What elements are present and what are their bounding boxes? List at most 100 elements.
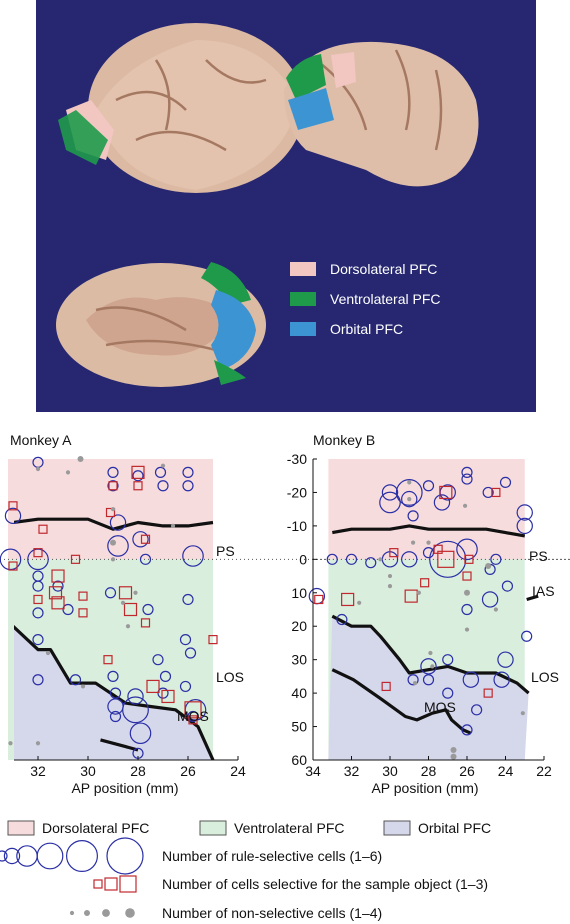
sample-selective-marker: [439, 485, 453, 500]
non-selective-marker: [407, 497, 412, 502]
region-legend: Dorsolateral PFC Ventrolateral PFC Orbital…: [7, 820, 491, 836]
rule-selective-marker: [187, 710, 199, 723]
non-selective-marker: [35, 466, 41, 472]
non-selective-marker: [133, 590, 138, 595]
rule-selective-marker: [157, 687, 169, 699]
rule-selective-marker: [422, 480, 435, 492]
x-tick-label: 32: [30, 763, 46, 779]
sample-selective-marker: [464, 554, 474, 564]
rule-selective-marker: [107, 466, 119, 478]
y-tick-label: 30: [291, 652, 307, 668]
sulcus-ps: [332, 524, 526, 538]
sulcus-los: [331, 614, 530, 695]
x-tick-label: 24: [498, 763, 514, 779]
legend-nonselective-marker: [84, 910, 90, 916]
rule-selective-marker: [109, 687, 122, 699]
region-legend-swatch: [7, 820, 35, 836]
sulcus-label-los: LOS: [216, 669, 244, 685]
non-selective-marker: [430, 664, 435, 669]
rule-selective-marker: [182, 466, 194, 478]
rule-selective-marker: [109, 514, 127, 531]
rule-selective-marker: [308, 587, 326, 605]
chart-panel-monkey-a: 34 32 30 28 26 24 Monkey A AP position (mm) PS LO…: [0, 432, 570, 796]
legend-swatch-ventrolateral: [290, 292, 316, 306]
non-selective-marker: [8, 741, 13, 746]
legend-nonselective-marker: [125, 908, 135, 918]
rule-selective-marker: [52, 580, 64, 592]
non-selective-marker: [110, 539, 116, 546]
rule-selective-marker: [401, 551, 418, 568]
rule-selective-marker: [32, 674, 44, 686]
rule-selective-marker: [336, 613, 348, 626]
rule-selective-marker: [179, 680, 192, 693]
sulcus-ias: [526, 594, 539, 602]
x-tick-label: 26: [180, 763, 196, 779]
region-dorsolateral: [328, 459, 525, 560]
brain-illustration-panel: Dorsolateral PFC Ventrolateral PFC Orbit…: [36, 0, 536, 412]
chart-panel-monkey-b: 34 32 30 28 26 24 22 -30 -20 -10 0 10 20 30 40 50 60 Monk…: [287, 432, 570, 796]
rule-selective-marker: [109, 710, 122, 723]
rule-selective-marker: [433, 494, 451, 511]
sample-selective-marker: [341, 592, 355, 607]
y-tick-label: 20: [291, 618, 307, 634]
x-tick-label: 32: [344, 763, 360, 779]
y-tick-label: -20: [287, 484, 307, 500]
sulcus-label-mos: MOS: [424, 699, 456, 715]
non-selective-marker: [77, 456, 84, 462]
non-selective-marker: [493, 607, 498, 612]
rule-selective-marker: [132, 470, 144, 482]
sample-selective-marker: [123, 602, 138, 617]
rule-selective-marker: [456, 538, 478, 561]
sample-selective-marker: [38, 524, 48, 534]
rule-selective-marker: [107, 670, 119, 682]
rule-selective-marker: [154, 466, 167, 478]
rule-selective-marker: [122, 696, 149, 724]
rule-selective-marker: [501, 580, 514, 592]
rule-selective-marker: [395, 479, 423, 506]
y-tick-label: 10: [291, 585, 307, 601]
rule-selective-marker: [179, 633, 192, 646]
x-tick-label: 30: [382, 763, 398, 779]
legend-rule-marker: [65, 839, 98, 872]
legend-rule-marker: [106, 837, 144, 875]
y-tick-label: 50: [291, 719, 307, 735]
sample-selective-marker: [105, 507, 116, 518]
sample-selective-marker: [78, 608, 88, 618]
non-selective-marker: [426, 540, 431, 545]
region-dorsolateral: [8, 459, 213, 560]
rule-selective-marker: [381, 484, 399, 501]
rule-selective-marker: [32, 607, 44, 619]
legend-nonselective-marker: [69, 910, 75, 916]
y-tick-label: 60: [291, 752, 307, 768]
y-tick-label: -10: [287, 518, 307, 534]
rule-selective-marker: [516, 517, 533, 535]
sample-selective-marker: [131, 465, 145, 479]
rule-selective-marker: [490, 553, 502, 565]
brain-ventral-view: [56, 262, 266, 387]
rule-selective-marker: [129, 722, 152, 745]
x-tick-label: 24: [230, 763, 246, 779]
rule-selective-marker: [127, 688, 144, 705]
rule-selective-marker: [365, 557, 377, 569]
rule-selective-marker: [422, 674, 435, 686]
x-tick-label: 34: [305, 763, 321, 779]
non-selective-marker: [45, 650, 51, 656]
non-selective-marker: [407, 480, 412, 485]
chart-title: Monkey A: [10, 432, 72, 448]
sample-selective-marker: [133, 481, 143, 491]
legend-rule-marker: [36, 842, 64, 870]
non-selective-marker: [160, 463, 166, 468]
non-selective-marker: [125, 624, 131, 629]
rule-selective-marker: [107, 480, 119, 492]
x-tick-label: 28: [130, 763, 146, 779]
legend-label-dorsolateral: Dorsolateral PFC: [330, 261, 437, 277]
non-selective-marker: [378, 557, 383, 562]
region-legend-swatch: [383, 820, 411, 836]
legend-rule-label: Number of rule-selective cells (1–6): [162, 848, 382, 864]
sample-selective-marker: [491, 487, 501, 498]
region-orbital: [328, 616, 529, 760]
rule-selective-marker: [104, 587, 117, 599]
brain-views: Dorsolateral PFC Ventrolateral PFC Orbit…: [56, 23, 479, 387]
sample-selective-marker: [184, 701, 202, 719]
